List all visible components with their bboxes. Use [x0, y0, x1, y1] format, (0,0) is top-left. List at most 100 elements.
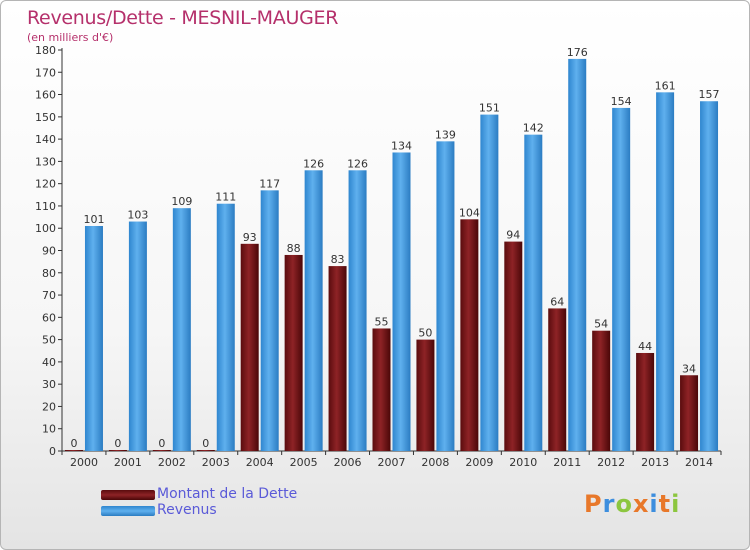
data-label-revenue: 117 [259, 177, 280, 190]
data-label-debt: 0 [114, 437, 121, 450]
data-label-revenue: 126 [347, 157, 368, 170]
bar-debt [416, 339, 435, 451]
x-tick-label: 2001 [114, 456, 142, 469]
bar-revenue [480, 114, 499, 451]
y-tick-label: 80 [42, 267, 56, 280]
data-label-debt: 64 [550, 295, 564, 308]
legend-label-revenue: Revenus [157, 502, 217, 518]
y-tick-label: 60 [42, 311, 56, 324]
x-tick-label: 2000 [70, 456, 98, 469]
y-tick-label: 140 [35, 133, 56, 146]
bars [64, 58, 719, 452]
y-tick-label: 150 [35, 111, 56, 124]
logo-letter: P [584, 490, 603, 518]
legend-label-debt: Montant de la Dette [157, 486, 298, 502]
x-tick-label: 2004 [246, 456, 274, 469]
data-label-debt: 34 [682, 362, 696, 375]
y-tick-label: 100 [35, 222, 56, 235]
x-tick-label: 2011 [553, 456, 581, 469]
data-label-revenue: 154 [611, 95, 632, 108]
bar-revenue [568, 58, 587, 452]
data-label-debt: 83 [331, 253, 345, 266]
bar-revenue [348, 170, 367, 452]
y-tick-label: 180 [35, 44, 56, 57]
x-tick-label: 2002 [158, 456, 186, 469]
data-label-debt: 0 [202, 437, 209, 450]
x-axis: 2000 2001 2002 2003 2004 2005 2006 2007 2008 2009… [61, 450, 722, 469]
bar-revenue [304, 170, 323, 452]
data-label-debt: 0 [158, 437, 165, 450]
bar-revenue [524, 134, 543, 451]
data-label-debt: 88 [287, 242, 301, 255]
chart-subtitle: (en milliers d'€) [27, 31, 114, 44]
data-label-revenue: 109 [171, 195, 192, 208]
y-axis: 0 10 20 30 40 50 60 70 80 90 100 110 120 130 140 150 160… [35, 44, 63, 458]
chart-title: Revenus/Dette - MESNIL-MAUGER [27, 7, 339, 29]
proxiti-logo: Proxiti [584, 490, 680, 518]
data-label-debt: 55 [375, 315, 389, 328]
x-tick-label: 2013 [641, 456, 669, 469]
bar-debt [680, 375, 699, 451]
bar-debt [592, 330, 611, 451]
bar-debt [284, 254, 303, 451]
x-tick-label: 2006 [334, 456, 362, 469]
y-tick-label: 30 [42, 378, 56, 391]
bar-debt [64, 450, 83, 451]
y-tick-label: 120 [35, 178, 56, 191]
data-label-debt: 104 [459, 206, 480, 219]
data-label-revenue: 101 [83, 213, 104, 226]
bar-revenue [260, 190, 279, 451]
bar-debt [372, 328, 391, 451]
bar-debt [504, 241, 523, 451]
y-tick-label: 70 [42, 289, 56, 302]
bar-debt [108, 450, 127, 451]
bar-revenue [656, 92, 675, 452]
logo-letter: i [671, 490, 681, 518]
x-tick-label: 2007 [378, 456, 406, 469]
data-label-revenue: 151 [479, 102, 500, 115]
x-tick-label: 2010 [509, 456, 537, 469]
x-tick-label: 2014 [685, 456, 713, 469]
logo-letter: x [632, 490, 650, 518]
logo-letter: t [658, 490, 672, 518]
y-tick-label: 160 [35, 89, 56, 102]
y-tick-label: 10 [42, 423, 56, 436]
bar-revenue [84, 225, 103, 451]
y-tick-label: 20 [42, 400, 56, 413]
data-label-revenue: 134 [391, 139, 412, 152]
bar-debt [240, 243, 259, 451]
legend-swatch-debt [101, 490, 155, 500]
data-label-revenue: 157 [699, 88, 720, 101]
bar-revenue [216, 203, 235, 451]
data-label-debt: 94 [506, 229, 520, 242]
bar-debt [196, 450, 215, 451]
x-tick-label: 2005 [290, 456, 318, 469]
logo-letter: r [602, 490, 616, 518]
bar-revenue [172, 208, 191, 451]
data-label-revenue: 161 [655, 79, 676, 92]
bar-debt [636, 352, 655, 451]
data-label-debt: 0 [70, 437, 77, 450]
bar-revenue [128, 221, 147, 451]
data-labels: 0 0 0 0 93 88 83 55 50 104 94 64 54 44 34 101 103 109 111 1… [70, 46, 719, 450]
bar-debt [152, 450, 171, 451]
bar-revenue [612, 107, 631, 451]
data-label-revenue: 126 [303, 157, 324, 170]
data-label-revenue: 103 [127, 209, 148, 222]
x-tick-label: 2008 [421, 456, 449, 469]
bar-revenue [700, 101, 719, 451]
x-tick-label: 2012 [597, 456, 625, 469]
legend-swatch-revenue [101, 506, 155, 516]
y-tick-label: 50 [42, 334, 56, 347]
data-label-debt: 50 [418, 327, 432, 340]
data-label-revenue: 142 [523, 122, 544, 135]
data-label-revenue: 139 [435, 128, 456, 141]
bar-debt [460, 219, 479, 451]
data-label-revenue: 176 [567, 46, 588, 59]
bar-debt [548, 308, 567, 451]
y-tick-label: 90 [42, 245, 56, 258]
y-tick-label: 40 [42, 356, 56, 369]
data-label-debt: 44 [638, 340, 652, 353]
